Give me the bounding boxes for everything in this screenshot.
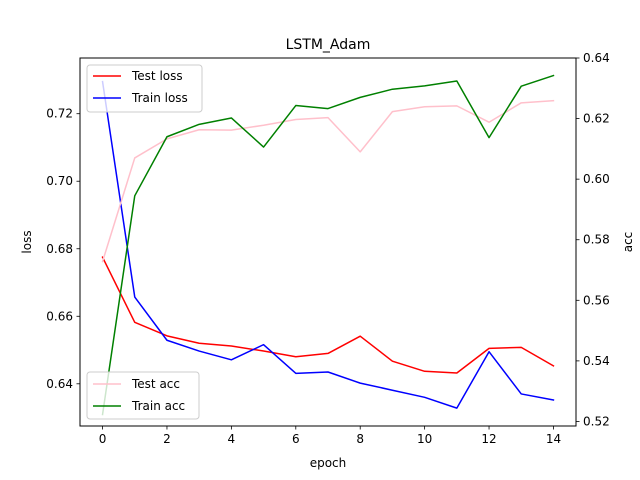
legend-loss: Test loss Train loss	[86, 64, 203, 113]
legend-label-test-acc: Test acc	[131, 377, 180, 391]
y-tick-label-right: 0.60	[583, 172, 610, 186]
legend-label-train-loss: Train loss	[131, 91, 188, 105]
x-tick-label: 6	[292, 432, 300, 446]
series-line-test-acc	[101, 99, 555, 263]
y-tick-label-left: 0.66	[46, 309, 73, 323]
legend-label-test-loss: Test loss	[131, 69, 183, 83]
x-tick-label: 12	[481, 432, 496, 446]
y-tick-label-right: 0.56	[583, 293, 610, 307]
x-tick-label: 2	[163, 432, 171, 446]
y-tick-label-right: 0.64	[583, 51, 610, 65]
y-tick-label-left: 0.70	[46, 174, 73, 188]
y-tick-label-left: 0.64	[46, 377, 73, 391]
x-tick-label: 14	[546, 432, 561, 446]
x-tick-label: 0	[99, 432, 107, 446]
y-tick-label-left: 0.72	[46, 107, 73, 121]
chart-title: LSTM_Adam	[286, 37, 371, 53]
y-axis-title-right: acc	[621, 232, 635, 253]
series-line-test-loss	[101, 256, 555, 374]
y-tick-label-right: 0.62	[583, 112, 610, 126]
plot-frame	[79, 57, 577, 427]
y-tick-label-right: 0.54	[583, 354, 610, 368]
y-axis-title-left: loss	[20, 230, 34, 253]
legend-label-train-acc: Train acc	[131, 399, 185, 413]
x-tick-label: 8	[356, 432, 364, 446]
series-line-train-acc	[101, 74, 555, 416]
x-axis-title: epoch	[310, 456, 347, 470]
y-tick-label-right: 0.58	[583, 233, 610, 247]
x-tick-label: 10	[417, 432, 432, 446]
y-tick-label-right: 0.52	[583, 414, 610, 428]
legend-acc: Test acc Train acc	[86, 371, 200, 420]
series-line-train-loss	[101, 80, 555, 409]
x-tick-label: 4	[228, 432, 236, 446]
axis-layer: 0 2 4 6 8 10 12 14 0.64 0.66 0.68 0.70 0.72 0.52 0.54 0…	[46, 51, 609, 446]
y-tick-label-left: 0.68	[46, 242, 73, 256]
series-layer	[101, 74, 555, 416]
